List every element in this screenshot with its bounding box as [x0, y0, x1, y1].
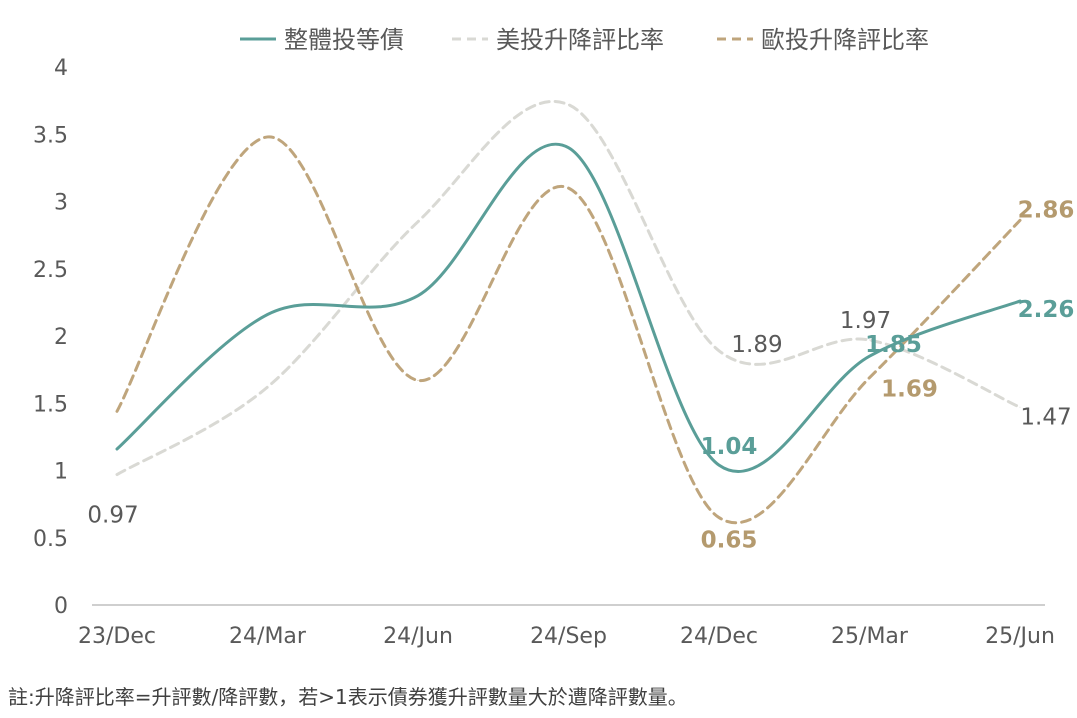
x-tick-label: 23/Dec	[78, 624, 156, 649]
data-point	[1019, 300, 1021, 302]
legend-label: 整體投等債	[284, 26, 404, 54]
series-line-2	[115, 100, 1022, 477]
data-label: 2.26	[1018, 297, 1075, 323]
series-layer	[115, 100, 1022, 525]
data-labels: 1.04 1.85 2.26 0.97 1.89 1.97 1.47 0.65 1.69 2.86	[87, 197, 1074, 553]
data-label: 2.86	[1018, 197, 1075, 223]
x-tick-label: 25/Jun	[985, 624, 1055, 649]
data-point	[1019, 406, 1021, 408]
footnote: 註:升降評比率=升評數/降評數，若>1表示債券獲升評數量大於遭降評數量。	[8, 685, 688, 709]
data-point	[1019, 219, 1021, 221]
data-label: 1.47	[1020, 404, 1071, 430]
y-tick-label: 1	[54, 460, 68, 485]
x-tick-label: 25/Mar	[831, 624, 909, 649]
y-axis: 0 0.5 1 1.5 2 2.5 3 3.5 4	[33, 56, 68, 619]
data-point	[718, 517, 720, 519]
data-point	[267, 386, 268, 388]
data-point	[267, 313, 268, 315]
y-tick-label: 2	[54, 325, 68, 350]
data-point	[116, 410, 118, 412]
line-chart: 整體投等債 美投升降評比率 歐投升降評比率 0 0.5 1 1.5 2 2.5 3 3.5 4 23…	[33, 26, 1074, 649]
data-label: 0.97	[87, 503, 138, 529]
data-point	[116, 474, 118, 476]
data-point	[568, 187, 569, 189]
data-point	[417, 379, 419, 381]
legend-label: 美投升降評比率	[496, 26, 664, 54]
x-tick-label: 24/Mar	[229, 624, 307, 649]
data-point	[267, 136, 268, 138]
data-point	[568, 147, 569, 149]
data-point	[116, 448, 118, 450]
data-point	[869, 377, 870, 379]
data-label: 1.04	[701, 434, 758, 460]
y-tick-label: 3.5	[33, 123, 68, 148]
y-tick-label: 3	[54, 191, 68, 216]
y-tick-label: 4	[54, 56, 68, 81]
legend-label: 歐投升降評比率	[761, 26, 929, 54]
data-label: 1.89	[731, 332, 782, 358]
y-tick-label: 0.5	[33, 527, 68, 552]
x-axis: 23/Dec 24/Mar 24/Jun 24/Sep 24/Dec 25/Mar 25/J…	[78, 624, 1055, 649]
data-point	[869, 339, 870, 341]
data-label: 0.65	[701, 528, 758, 554]
x-tick-label: 24/Dec	[680, 624, 758, 649]
x-tick-label: 24/Jun	[383, 624, 453, 649]
data-point	[718, 350, 720, 352]
legend: 整體投等債 美投升降評比率 歐投升降評比率	[240, 26, 929, 54]
data-point	[568, 104, 569, 106]
data-label: 1.85	[865, 332, 922, 358]
data-point	[718, 464, 720, 466]
y-tick-label: 0	[54, 594, 68, 619]
y-tick-label: 2.5	[33, 258, 68, 283]
data-point	[417, 295, 419, 297]
data-point	[417, 221, 419, 223]
y-tick-label: 1.5	[33, 392, 68, 417]
data-label: 1.69	[881, 377, 938, 403]
data-point	[869, 355, 870, 357]
data-label: 1.97	[840, 308, 891, 334]
x-tick-label: 24/Sep	[530, 624, 607, 649]
